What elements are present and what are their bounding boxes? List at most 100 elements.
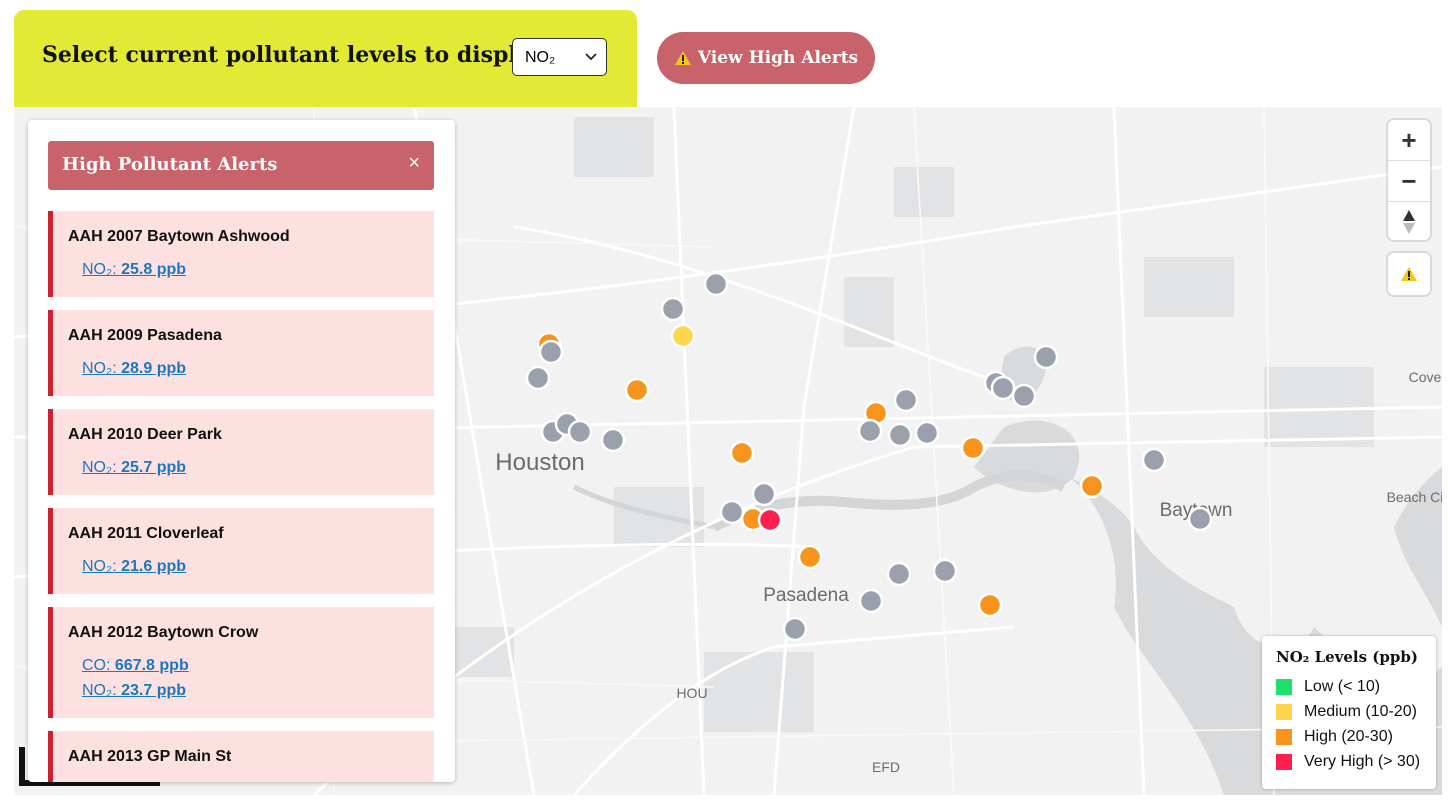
legend-label: Medium (10-20) [1304, 702, 1417, 720]
alerts-toggle[interactable] [1388, 253, 1430, 295]
station-marker[interactable] [990, 375, 1016, 401]
station-marker[interactable] [538, 339, 564, 365]
legend-items: Low (< 10) Medium (10-20) High (20-30) Very… [1276, 674, 1422, 774]
close-button[interactable]: × [408, 152, 420, 174]
reading-link[interactable]: NO₂: 21.6 ppb [82, 554, 434, 579]
cut-off-element [19, 747, 160, 786]
station-marker[interactable] [751, 481, 777, 507]
warning-icon [1401, 267, 1417, 281]
compass-icon [1403, 210, 1415, 234]
station-marker[interactable] [670, 323, 696, 349]
legend-swatch [1276, 703, 1292, 720]
alert-item: AAH 2009 Pasadena NO₂: 28.9 ppb [48, 310, 434, 396]
reading-link[interactable]: CO: 667.8 ppb [82, 653, 434, 678]
legend-item: Low (< 10) [1276, 674, 1422, 699]
view-alerts-button[interactable]: View High Alerts [657, 32, 875, 84]
alert-item: AAH 2013 GP Main St PM2.5: 53.5 µg/m³ [48, 731, 434, 782]
zoom-in[interactable]: + [1388, 120, 1430, 161]
station-marker[interactable] [719, 499, 745, 525]
legend-swatch [1276, 753, 1292, 770]
station-name: AAH 2012 Baytown Crow [68, 624, 259, 641]
view-alerts-label: View High Alerts [697, 48, 859, 68]
station-marker[interactable] [703, 271, 729, 297]
station-marker[interactable] [914, 420, 940, 446]
legend-label: Low (< 10) [1304, 677, 1381, 695]
place-label: Pasadena [763, 585, 849, 606]
station-marker[interactable] [624, 377, 650, 403]
pollutant-select[interactable]: NO₂ [512, 38, 607, 76]
legend-swatch [1276, 728, 1292, 745]
zoom-out[interactable]: − [1388, 161, 1430, 202]
station-marker[interactable] [525, 365, 551, 391]
alerts-title: High Pollutant Alerts [62, 154, 278, 175]
place-label: EFD [872, 759, 900, 775]
station-marker[interactable] [893, 387, 919, 413]
station-name: AAH 2013 GP Main St [68, 748, 232, 765]
alerts-header: High Pollutant Alerts × [48, 141, 434, 190]
reading-link[interactable]: NO₂: 28.9 ppb [82, 356, 434, 381]
legend-item: High (20-30) [1276, 724, 1422, 749]
reading-link[interactable]: PM2.5: 53.5 µg/m³ [82, 777, 434, 782]
station-marker[interactable] [1011, 383, 1037, 409]
ship-channel [711, 470, 1067, 532]
place-label: Houston [495, 449, 584, 476]
chevron [585, 53, 597, 61]
alerts-control [1388, 253, 1430, 295]
selected-pollutant: NO₂ [525, 49, 556, 66]
station-marker[interactable] [1187, 506, 1213, 532]
reading-link[interactable]: NO₂: 23.7 ppb [82, 678, 434, 703]
station-marker[interactable] [600, 427, 626, 453]
station-markers [525, 271, 1213, 642]
station-name: AAH 2010 Deer Park [68, 426, 222, 443]
pollutant: CO: [82, 657, 111, 674]
station-marker[interactable] [977, 592, 1003, 618]
station-marker[interactable] [797, 544, 823, 570]
pollutant: NO₂: [82, 261, 117, 278]
reading-value: 25.8 ppb [121, 261, 187, 278]
station-marker[interactable] [757, 507, 783, 533]
alert-item: AAH 2012 Baytown Crow CO: 667.8 ppb NO₂: 2… [48, 607, 434, 718]
alert-list: AAH 2007 Baytown Ashwood NO₂: 25.8 ppb AAH… [48, 211, 434, 782]
pollutant: PM2.5: [82, 781, 133, 782]
station-marker[interactable] [660, 296, 686, 322]
reading-link[interactable]: NO₂: 25.8 ppb [82, 257, 434, 282]
pollutant: NO₂: [82, 459, 117, 476]
place-label: HOU [676, 685, 707, 701]
place-label: Cove [1409, 369, 1442, 385]
station-marker[interactable] [887, 422, 913, 448]
reading-value: 25.7 ppb [121, 459, 187, 476]
reading-value: 23.7 ppb [121, 682, 187, 699]
toolbar: Select current pollutant levels to displ… [14, 10, 637, 107]
station-marker[interactable] [1141, 447, 1167, 473]
station-marker[interactable] [1033, 344, 1059, 370]
place-labels: HoustonPasadenaBaytownHOUEFDCoveBeach Ci [495, 369, 1442, 775]
pollutant: NO₂: [82, 682, 117, 699]
zoom-controls: + − [1388, 120, 1430, 240]
station-name: AAH 2007 Baytown Ashwood [68, 228, 290, 245]
alert-item: AAH 2011 Cloverleaf NO₂: 21.6 ppb [48, 508, 434, 594]
reading-link[interactable]: NO₂: 25.7 ppb [82, 455, 434, 480]
place-label: Beach Ci [1387, 489, 1442, 505]
station-marker[interactable] [857, 418, 883, 444]
alert-item: AAH 2007 Baytown Ashwood NO₂: 25.8 ppb [48, 211, 434, 297]
station-marker[interactable] [782, 616, 808, 642]
bayou [572, 484, 715, 530]
compass[interactable] [1388, 202, 1430, 242]
station-marker[interactable] [858, 588, 884, 614]
legend: NO₂ Levels (ppb) Low (< 10) Medium (10-20… [1262, 636, 1436, 789]
reading-value: 28.9 ppb [121, 360, 187, 377]
station-marker[interactable] [932, 558, 958, 584]
legend-label: High (20-30) [1304, 727, 1393, 745]
legend-item: Very High (> 30) [1276, 749, 1422, 774]
reading-value: 21.6 ppb [121, 558, 187, 575]
select-prompt: Select current pollutant levels to displ… [42, 42, 552, 68]
station-marker[interactable] [729, 440, 755, 466]
pollutant: NO₂: [82, 558, 117, 575]
legend-swatch [1276, 678, 1292, 695]
station-marker[interactable] [1079, 473, 1105, 499]
station-marker[interactable] [960, 435, 986, 461]
legend-title: NO₂ Levels (ppb) [1276, 648, 1418, 666]
station-marker[interactable] [567, 419, 593, 445]
station-marker[interactable] [886, 561, 912, 587]
